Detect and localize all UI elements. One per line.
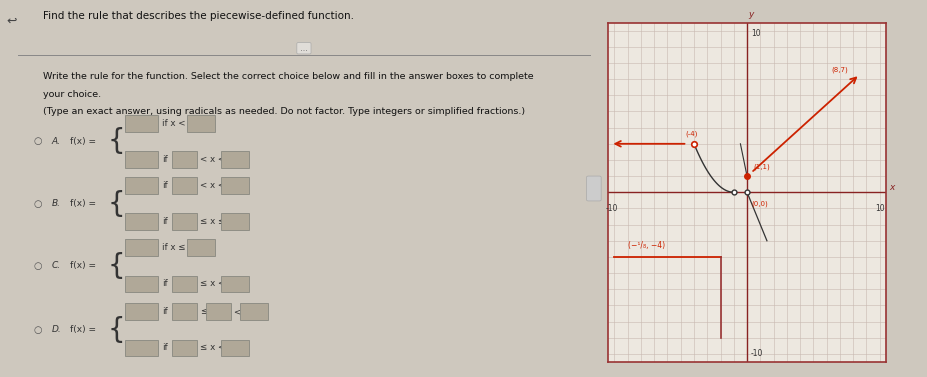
Text: -10: -10 bbox=[750, 349, 763, 358]
Text: ○: ○ bbox=[33, 199, 42, 208]
FancyBboxPatch shape bbox=[125, 213, 158, 230]
Text: 10: 10 bbox=[874, 204, 883, 213]
FancyBboxPatch shape bbox=[172, 213, 197, 230]
Text: {: { bbox=[108, 190, 125, 218]
FancyBboxPatch shape bbox=[187, 239, 215, 256]
Text: (−¹/₈, −4): (−¹/₈, −4) bbox=[627, 241, 664, 250]
Text: (1,1): (1,1) bbox=[753, 163, 769, 170]
Text: if: if bbox=[162, 217, 168, 226]
Text: 10: 10 bbox=[750, 29, 760, 38]
FancyBboxPatch shape bbox=[239, 303, 268, 320]
Text: ○: ○ bbox=[33, 136, 42, 146]
Text: ○: ○ bbox=[33, 261, 42, 271]
Text: <: < bbox=[233, 307, 240, 316]
FancyBboxPatch shape bbox=[125, 177, 158, 194]
Text: :: : bbox=[590, 184, 594, 193]
Text: f(x) =: f(x) = bbox=[70, 325, 95, 334]
FancyBboxPatch shape bbox=[586, 176, 601, 201]
FancyBboxPatch shape bbox=[206, 303, 231, 320]
Text: Find the rule that describes the piecewise-defined function.: Find the rule that describes the piecewi… bbox=[43, 11, 353, 21]
Text: ≤ x <: ≤ x < bbox=[200, 343, 225, 352]
Text: y: y bbox=[747, 11, 753, 19]
Text: if: if bbox=[162, 307, 168, 316]
Text: {: { bbox=[108, 127, 125, 155]
FancyBboxPatch shape bbox=[125, 303, 158, 320]
FancyBboxPatch shape bbox=[172, 151, 197, 168]
Text: {: { bbox=[108, 316, 125, 344]
Text: ...: ... bbox=[298, 44, 310, 53]
FancyBboxPatch shape bbox=[221, 177, 248, 194]
Text: {: { bbox=[108, 252, 125, 280]
FancyBboxPatch shape bbox=[221, 276, 248, 292]
FancyBboxPatch shape bbox=[172, 340, 197, 356]
Text: ○: ○ bbox=[33, 325, 42, 335]
Text: -10: -10 bbox=[605, 204, 617, 213]
Text: if: if bbox=[162, 181, 168, 190]
Text: f(x) =: f(x) = bbox=[70, 261, 95, 270]
Text: (0,0): (0,0) bbox=[750, 200, 767, 207]
Text: f(x) =: f(x) = bbox=[70, 199, 95, 208]
Text: f(x) =: f(x) = bbox=[70, 137, 95, 146]
FancyBboxPatch shape bbox=[172, 177, 197, 194]
Text: < x <: < x < bbox=[200, 155, 225, 164]
Text: C.: C. bbox=[52, 261, 61, 270]
Text: if x <: if x < bbox=[162, 119, 185, 128]
Text: (8,7): (8,7) bbox=[831, 66, 847, 73]
Text: (Type an exact answer, using radicals as needed. Do not factor. Type integers or: (Type an exact answer, using radicals as… bbox=[43, 107, 524, 116]
Text: A.: A. bbox=[52, 137, 61, 146]
FancyBboxPatch shape bbox=[172, 303, 197, 320]
Text: B.: B. bbox=[52, 199, 60, 208]
Text: if x ≤: if x ≤ bbox=[162, 243, 185, 252]
Text: ↩: ↩ bbox=[6, 15, 17, 28]
Text: ≤: ≤ bbox=[200, 307, 208, 316]
FancyBboxPatch shape bbox=[125, 239, 158, 256]
FancyBboxPatch shape bbox=[125, 151, 158, 168]
FancyBboxPatch shape bbox=[187, 115, 215, 132]
FancyBboxPatch shape bbox=[221, 340, 248, 356]
Text: your choice.: your choice. bbox=[43, 90, 100, 100]
Text: if: if bbox=[162, 155, 168, 164]
FancyBboxPatch shape bbox=[125, 340, 158, 356]
FancyBboxPatch shape bbox=[125, 276, 158, 292]
Text: if: if bbox=[162, 279, 168, 288]
FancyBboxPatch shape bbox=[172, 276, 197, 292]
Text: (-4): (-4) bbox=[684, 131, 697, 137]
Text: ≤ x ≤: ≤ x ≤ bbox=[200, 217, 225, 226]
Text: Write the rule for the function. Select the correct choice below and fill in the: Write the rule for the function. Select … bbox=[43, 72, 533, 81]
Text: x: x bbox=[888, 183, 894, 192]
Text: ≤ x <: ≤ x < bbox=[200, 279, 225, 288]
FancyBboxPatch shape bbox=[125, 115, 158, 132]
FancyBboxPatch shape bbox=[221, 151, 248, 168]
Text: < x <: < x < bbox=[200, 181, 225, 190]
Text: if: if bbox=[162, 343, 168, 352]
FancyBboxPatch shape bbox=[221, 213, 248, 230]
Text: D.: D. bbox=[52, 325, 61, 334]
